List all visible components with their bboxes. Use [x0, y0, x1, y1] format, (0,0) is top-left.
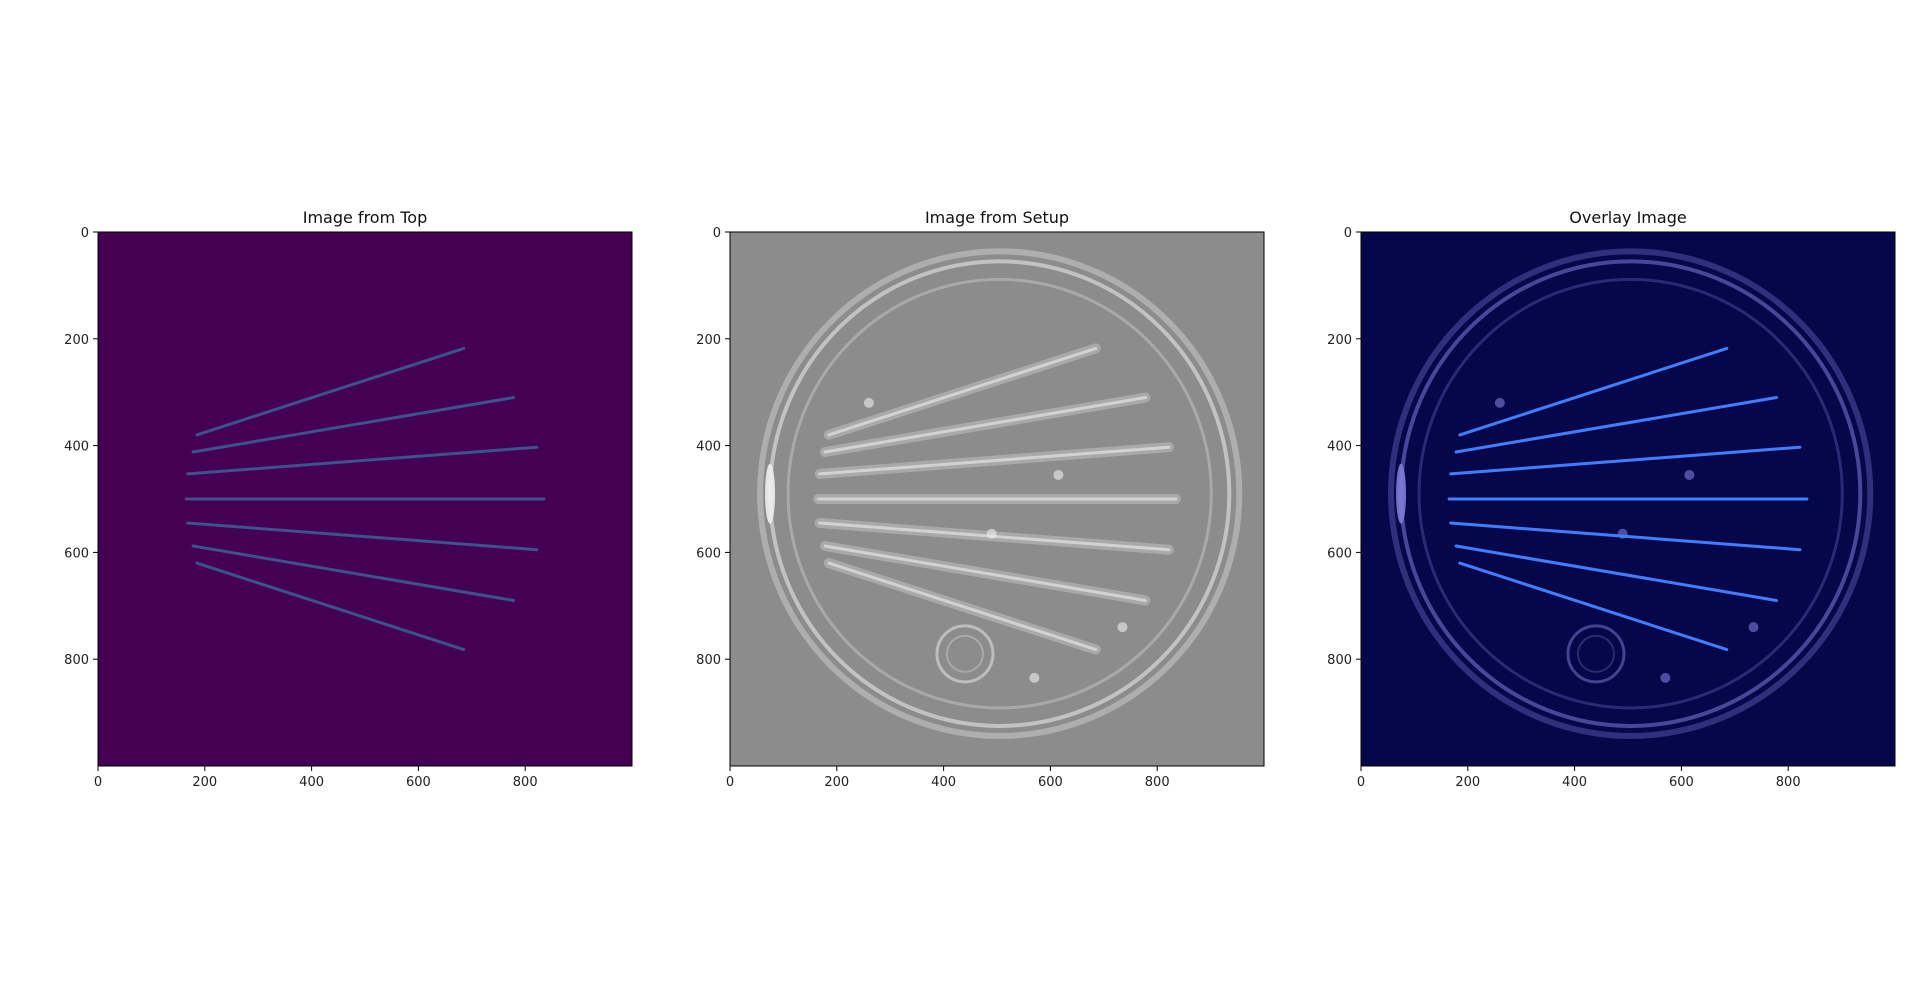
- image-content: [757, 248, 1243, 739]
- panel-title: Image from Setup: [925, 208, 1069, 227]
- speck: [1494, 397, 1505, 408]
- x-tick-label: 600: [1038, 775, 1063, 790]
- x-tick-label: 800: [513, 775, 538, 790]
- glare-highlight: [1396, 463, 1407, 524]
- x-tick-label: 400: [931, 775, 956, 790]
- speck: [1117, 622, 1128, 633]
- y-tick-label: 800: [64, 653, 89, 668]
- y-tick-label: 400: [64, 440, 89, 455]
- x-tick-label: 400: [299, 775, 324, 790]
- channel-line-2: [1454, 396, 1778, 454]
- speck: [1053, 469, 1064, 480]
- dish-inner-rim: [786, 277, 1213, 710]
- channel-line-5: [1449, 521, 1802, 552]
- y-tick-label: 0: [713, 226, 721, 241]
- channel-line-6: [823, 544, 1147, 602]
- panel-title: Overlay Image: [1569, 208, 1686, 227]
- x-tick-label: 0: [1357, 775, 1365, 790]
- dish-inner-rim: [1417, 277, 1844, 710]
- x-tick-label: 200: [192, 775, 217, 790]
- y-tick-label: 800: [1327, 653, 1352, 668]
- channel-line-1: [827, 346, 1098, 437]
- y-tick-label: 200: [64, 333, 89, 348]
- axes-frame: [1360, 231, 1896, 767]
- bubble: [935, 624, 995, 684]
- y-tick-label: 0: [1344, 226, 1352, 241]
- speck: [1684, 469, 1695, 480]
- y-tick-label: 200: [696, 333, 721, 348]
- image-content: [1388, 248, 1874, 739]
- x-tick-label: 0: [94, 775, 102, 790]
- glare-highlight: [765, 463, 776, 524]
- axes-frame: [729, 231, 1265, 767]
- x-tick-label: 200: [1455, 775, 1480, 790]
- y-tick-label: 200: [1327, 333, 1352, 348]
- y-tick-label: 800: [696, 653, 721, 668]
- speck: [863, 397, 874, 408]
- image-content: [184, 346, 546, 652]
- x-tick-label: 600: [406, 775, 431, 790]
- channel-line-1: [1458, 346, 1729, 437]
- x-tick-label: 200: [824, 775, 849, 790]
- channel-line-7: [195, 561, 466, 652]
- channel-line-6: [191, 544, 515, 602]
- x-tick-label: 800: [1776, 775, 1801, 790]
- y-tick-label: 400: [1327, 440, 1352, 455]
- x-tick-label: 0: [726, 775, 734, 790]
- y-tick-label: 400: [696, 440, 721, 455]
- channel-line-5: [818, 521, 1171, 552]
- speck: [1660, 672, 1671, 683]
- dish-outer-rim: [757, 248, 1243, 739]
- channel-line-3: [186, 445, 539, 476]
- y-tick-label: 600: [1327, 546, 1352, 561]
- channel-line-3: [1449, 445, 1802, 476]
- channel-line-6: [1454, 544, 1778, 602]
- x-tick-label: 400: [1562, 775, 1587, 790]
- axes-frame: [97, 231, 633, 767]
- bubble-inner: [945, 634, 984, 673]
- speck: [1029, 672, 1040, 683]
- panel-3: Overlay Image 0 200 400 600 800 0 200 400 600 800: [1327, 208, 1896, 790]
- channel-line-1: [195, 346, 466, 437]
- channel-line-7: [1458, 561, 1729, 652]
- panel-title: Image from Top: [303, 208, 428, 227]
- y-tick-label: 0: [81, 226, 89, 241]
- bubble-inner: [1576, 634, 1615, 673]
- dish-outer-rim: [1388, 248, 1874, 739]
- panel-1: Image from Top 0 200 400 600 800 0 200 400 600 800: [64, 208, 633, 790]
- speck: [1748, 622, 1759, 633]
- y-tick-label: 600: [64, 546, 89, 561]
- panel-2: Image from Setup 0 200 400 600 800 0 200 400 600 8…: [696, 208, 1265, 790]
- channel-line-3: [818, 445, 1171, 476]
- y-tick-label: 600: [696, 546, 721, 561]
- channel-line-2: [823, 396, 1147, 454]
- x-tick-label: 800: [1145, 775, 1170, 790]
- bubble: [1566, 624, 1626, 684]
- x-tick-label: 600: [1669, 775, 1694, 790]
- channel-line-5: [186, 521, 539, 552]
- channel-line-7: [827, 561, 1098, 652]
- channel-line-2: [191, 396, 515, 454]
